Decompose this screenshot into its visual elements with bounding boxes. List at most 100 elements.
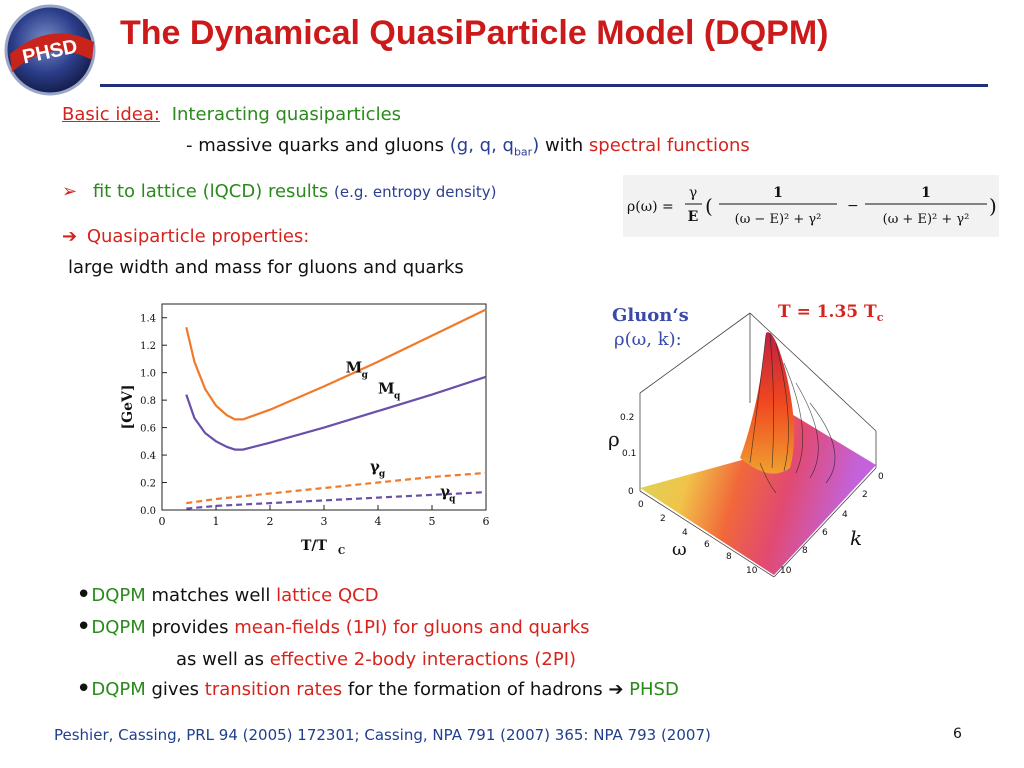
basic-idea-label: Basic idea: xyxy=(62,104,160,125)
bullet-dot-2: • xyxy=(76,612,92,642)
temperature-value: T = 1.35 T xyxy=(778,302,877,322)
gluon-label: Gluon‘s xyxy=(612,305,689,326)
title-divider xyxy=(100,84,988,87)
y-tick-label: 1.0 xyxy=(140,369,156,380)
bullet-dot-1: • xyxy=(76,580,92,610)
spectral-functions-text: spectral functions xyxy=(588,135,750,156)
series-label-sub: g xyxy=(379,470,386,480)
bar-subscript: bar xyxy=(513,145,533,159)
fit-paren: (e.g. entropy density) xyxy=(333,183,497,201)
gluon-spectral-surface: Gluon‘s ρ(ω, k): T = 1.35 Tc ρ 0.2 0.1 0… xyxy=(600,283,912,578)
bullet-2-text: provides xyxy=(151,617,229,638)
series-line-Mg xyxy=(185,308,487,421)
surface-body xyxy=(640,333,876,575)
fit-line: ➢ fit to lattice (lQCD) results (e.g. en… xyxy=(62,181,497,202)
surface-box xyxy=(639,312,877,578)
bullet-3-dqpm: DQPM xyxy=(91,679,146,700)
surface-peak xyxy=(740,332,795,474)
bullet-2b-text: as well as xyxy=(176,649,265,670)
page-title: The Dynamical QuasiParticle Model (DQPM) xyxy=(120,14,829,52)
x-axis-label: T/T xyxy=(301,538,328,554)
bullet-dot-3: • xyxy=(76,674,92,704)
y-axis-label: [GeV] xyxy=(120,385,136,430)
bullet-3-text: gives xyxy=(151,679,200,700)
k-tick-4: 8 xyxy=(802,546,808,556)
y-tick-label: 0.0 xyxy=(140,506,156,517)
omega-tick-3: 6 xyxy=(704,540,710,550)
y-tick-label: 0.2 xyxy=(140,479,156,490)
bullet-2: •DQPM provides mean-fields (1PI) for glu… xyxy=(76,614,590,640)
bullet-2b-highlight: effective 2-body interactions (2PI) xyxy=(269,649,577,670)
right-arrow-icon: ➔ xyxy=(62,226,78,247)
z-tick-2: 0 xyxy=(628,487,634,497)
bullet-1: •DQPM matches well lattice QCD xyxy=(76,582,379,608)
k-tick-0: 0 xyxy=(878,472,884,482)
y-tick-label: 1.2 xyxy=(140,341,156,352)
bullet-3: •DQPM gives transition rates for the for… xyxy=(76,676,679,702)
bullet-3-text-2: for the formation of hadrons xyxy=(347,679,603,700)
bullet-1-highlight: lattice QCD xyxy=(276,585,379,606)
x-axis-label-sub: C xyxy=(338,547,345,557)
series-label-sub: g xyxy=(362,371,369,381)
x-tick-label: 1 xyxy=(213,515,220,528)
k-tick-3: 6 xyxy=(822,528,828,538)
basic-idea-subline: - massive quarks and gluons (g, q, qbar)… xyxy=(186,135,750,159)
spectral-formula: ρ(ω) = γ E ( 1 (ω − E)² + γ² − 1 (ω + E)… xyxy=(623,175,999,237)
k-ticks: 0 2 4 6 8 10 xyxy=(780,472,884,576)
series-label: M xyxy=(346,359,363,377)
plot-frame xyxy=(161,303,487,511)
temperature-sub: c xyxy=(877,311,884,324)
formula-den-2: (ω + E)² + γ² xyxy=(883,212,970,227)
particle-list: (g, q, qbar) xyxy=(449,135,539,159)
page-number: 6 xyxy=(953,726,962,742)
bullet-3-highlight: transition rates xyxy=(204,679,343,700)
bullet-2-dqpm: DQPM xyxy=(91,617,146,638)
y-tick-label: 0.4 xyxy=(140,451,156,462)
surface-contours xyxy=(749,332,836,494)
omega-ticks: 0 2 4 6 8 10 xyxy=(638,500,758,576)
formula-den-1: (ω − E)² + γ² xyxy=(735,212,822,227)
bullet-2-continued: as well as effective 2-body interactions… xyxy=(176,649,576,670)
y-tick-label: 0.6 xyxy=(140,424,156,435)
x-tick-label: 5 xyxy=(429,515,436,528)
y-tick-label: 0.8 xyxy=(140,396,156,407)
rho-label: ρ(ω, k): xyxy=(614,329,682,350)
massive-quarks-text: massive quarks and gluons xyxy=(198,135,445,156)
quasiparticle-label: Quasiparticle properties: xyxy=(86,226,310,247)
omega-tick-4: 8 xyxy=(726,552,732,562)
x-tick-label: 4 xyxy=(375,515,382,528)
series-label: γ xyxy=(440,482,450,500)
series-line-Mq xyxy=(185,375,487,451)
omega-tick-2: 4 xyxy=(682,528,688,538)
omega-tick-1: 2 xyxy=(660,514,666,524)
dash: - xyxy=(186,135,193,156)
omega-tick-5: 10 xyxy=(746,566,758,576)
y-tick-label: 1.4 xyxy=(140,314,156,325)
formula-minus: − xyxy=(847,198,859,214)
x-tick-label: 2 xyxy=(267,515,274,528)
x-tick-label: 6 xyxy=(483,515,490,528)
chart-svg: 0 1 2 3 4 5 6 0.0 0.2 0.4 0.6 0.8 1.0 1.2 1.4 T/T C [GeV]… xyxy=(120,303,490,557)
formula-one-2: 1 xyxy=(921,185,931,201)
formula-open: ( xyxy=(705,194,713,218)
temperature-label: T = 1.35 Tc xyxy=(778,302,884,324)
formula-one-1: 1 xyxy=(773,185,783,201)
particle-list-open: (g, q, q xyxy=(449,135,514,156)
bullet-1-text: matches well xyxy=(151,585,271,606)
z-tick-1: 0.1 xyxy=(622,449,636,459)
bullet-2-highlight: mean-fields (1PI) for gluons and quarks xyxy=(234,617,590,638)
with-text: with xyxy=(544,135,584,156)
basic-idea-line: Basic idea: Interacting quasiparticles xyxy=(62,104,401,125)
omega-tick-0: 0 xyxy=(638,500,644,510)
right-arrow-icon: ➔ xyxy=(608,679,624,700)
basic-idea-text: Interacting quasiparticles xyxy=(171,104,402,125)
x-tick-label: 0 xyxy=(159,515,166,528)
series-label-sub: q xyxy=(449,494,456,504)
formula-e: E xyxy=(688,209,699,225)
series-label: M xyxy=(378,379,395,397)
fit-text: fit to lattice (lQCD) results xyxy=(92,181,329,202)
k-tick-5: 10 xyxy=(780,566,792,576)
rho-axis-label: ρ xyxy=(608,427,620,451)
footer-references: Peshier, Cassing, PRL 94 (2005) 172301; … xyxy=(54,726,711,744)
k-tick-2: 4 xyxy=(842,510,848,520)
